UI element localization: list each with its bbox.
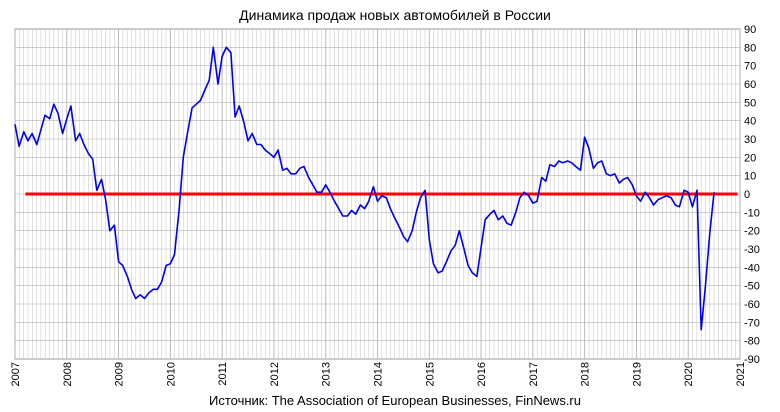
y-tick-label: -50	[744, 281, 760, 293]
x-tick-label: 2010	[165, 362, 177, 386]
x-tick-label: 2014	[373, 362, 385, 386]
x-tick-label: 2009	[114, 362, 126, 386]
y-tick-label: 30	[744, 134, 756, 146]
y-tick-label: 70	[744, 61, 756, 73]
y-tick-label: -80	[744, 336, 760, 348]
chart-title: Динамика продаж новых автомобилей в Росс…	[239, 7, 551, 23]
y-tick-label: 90	[744, 24, 756, 36]
y-tick-label: -30	[744, 244, 760, 256]
sales-growth-series-line	[14, 46, 715, 331]
x-tick-label: 2017	[528, 362, 540, 386]
x-tick-label: 2007	[10, 362, 22, 386]
x-tick-label: 2020	[683, 362, 695, 386]
x-axis-tick-labels: 2007 2008 2009 2010 2011 2012 2013 2014 2015 2016…	[10, 362, 747, 386]
y-tick-label: -60	[744, 299, 760, 311]
x-tick-label: 2018	[580, 362, 592, 386]
y-tick-label: 80	[744, 42, 756, 54]
y-tick-label: -40	[744, 262, 760, 274]
y-tick-label: 50	[744, 97, 756, 109]
y-tick-label: -70	[744, 317, 760, 329]
y-tick-label: 20	[744, 152, 756, 164]
x-tick-label: 2013	[321, 362, 333, 386]
x-tick-label: 2021	[735, 362, 747, 386]
x-tick-label: 2011	[217, 362, 229, 386]
y-tick-label: 0	[744, 189, 750, 201]
x-tick-label: 2012	[269, 362, 281, 386]
y-tick-label: -10	[744, 207, 760, 219]
y-tick-label: 40	[744, 116, 756, 128]
y-tick-label: -20	[744, 226, 760, 238]
y-tick-label: 10	[744, 171, 756, 183]
y-tick-label: -90	[744, 354, 760, 366]
source-caption: Источник: The Association of European Bu…	[209, 393, 581, 408]
y-axis-tick-labels: 90 80 70 60 50 40 30 20 10 0 -10 -20 -30 -40 -50 -60 -70…	[744, 24, 760, 366]
x-tick-label: 2019	[631, 362, 643, 386]
x-tick-label: 2008	[62, 362, 74, 386]
x-tick-label: 2015	[424, 362, 436, 386]
y-tick-label: 60	[744, 79, 756, 91]
x-tick-label: 2016	[476, 362, 488, 386]
